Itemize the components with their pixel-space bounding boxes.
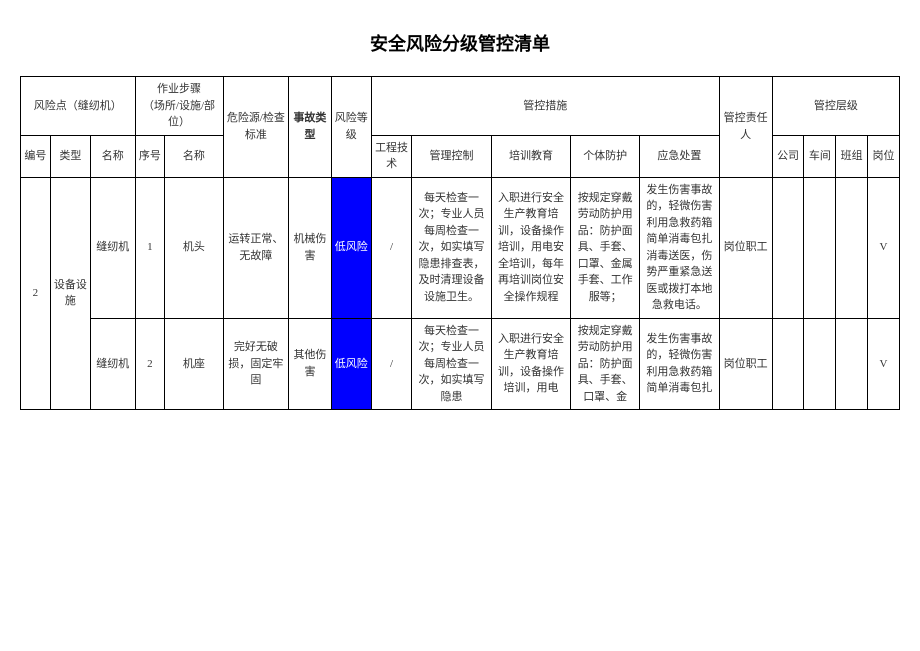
header-step-seq: 序号 bbox=[135, 135, 165, 177]
cell-hazard-std: 完好无破损，固定牢固 bbox=[223, 318, 289, 410]
cell-name: 缝纫机 bbox=[90, 318, 135, 410]
cell-engineering: / bbox=[371, 318, 411, 410]
header-mgmt-control: 管理控制 bbox=[412, 135, 492, 177]
cell-company bbox=[772, 318, 804, 410]
cell-training: 入职进行安全生产教育培训，设备操作培训，用电安全培训，每年再培训岗位安全操作规程 bbox=[491, 177, 571, 318]
header-risk-level: 风险等级 bbox=[331, 77, 371, 178]
cell-ppe: 按规定穿戴劳动防护用品：防护面具、手套、口罩、金属手套、工作服等； bbox=[571, 177, 640, 318]
cell-name: 缝纫机 bbox=[90, 177, 135, 318]
cell-step-name: 机头 bbox=[165, 177, 223, 318]
cell-workshop bbox=[804, 177, 836, 318]
cell-risk-level: 低风险 bbox=[331, 177, 371, 318]
cell-step-seq: 1 bbox=[135, 177, 165, 318]
cell-engineering: / bbox=[371, 177, 411, 318]
cell-ppe: 按规定穿戴劳动防护用品：防护面具、手套、口罩、金 bbox=[571, 318, 640, 410]
page-title: 安全风险分级管控清单 bbox=[20, 30, 900, 56]
cell-team bbox=[836, 177, 868, 318]
cell-workshop bbox=[804, 318, 836, 410]
cell-accident-type: 其他伤害 bbox=[289, 318, 331, 410]
cell-post: V bbox=[868, 177, 900, 318]
header-seq: 编号 bbox=[21, 135, 51, 177]
cell-group-type: 设备设施 bbox=[50, 177, 90, 410]
cell-step-seq: 2 bbox=[135, 318, 165, 410]
header-team: 班组 bbox=[836, 135, 868, 177]
cell-team bbox=[836, 318, 868, 410]
cell-mgmt-control: 每天检查一次；专业人员每周检查一次，如实填写隐患排查表，及时清理设备设施卫生。 bbox=[412, 177, 492, 318]
cell-post: V bbox=[868, 318, 900, 410]
cell-risk-level: 低风险 bbox=[331, 318, 371, 410]
header-risk-point: 风险点（缝纫机） bbox=[21, 77, 136, 136]
cell-accident-type: 机械伤害 bbox=[289, 177, 331, 318]
header-control-level: 管控层级 bbox=[772, 77, 899, 136]
header-control-measures: 管控措施 bbox=[371, 77, 719, 136]
header-workshop: 车间 bbox=[804, 135, 836, 177]
header-ppe: 个体防护 bbox=[571, 135, 640, 177]
cell-mgmt-control: 每天检查一次；专业人员每周检查一次，如实填写隐患 bbox=[412, 318, 492, 410]
header-engineering: 工程技术 bbox=[371, 135, 411, 177]
header-name: 名称 bbox=[90, 135, 135, 177]
header-accident-type: 事故类型 bbox=[289, 77, 331, 178]
cell-responsible: 岗位职工 bbox=[719, 177, 772, 318]
header-emergency: 应急处置 bbox=[640, 135, 720, 177]
header-company: 公司 bbox=[772, 135, 804, 177]
header-type: 类型 bbox=[50, 135, 90, 177]
table-row: 2 设备设施 缝纫机 1 机头 运转正常、无故障 机械伤害 低风险 / 每天检查… bbox=[21, 177, 900, 318]
header-post: 岗位 bbox=[868, 135, 900, 177]
header-training: 培训教育 bbox=[491, 135, 571, 177]
cell-group-seq: 2 bbox=[21, 177, 51, 410]
cell-responsible: 岗位职工 bbox=[719, 318, 772, 410]
cell-hazard-std: 运转正常、无故障 bbox=[223, 177, 289, 318]
header-hazard-std: 危险源/检查标准 bbox=[223, 77, 289, 178]
cell-company bbox=[772, 177, 804, 318]
cell-step-name: 机座 bbox=[165, 318, 223, 410]
header-step-name: 名称 bbox=[165, 135, 223, 177]
cell-emergency: 发生伤害事故的，轻微伤害利用急救药箱简单消毒包扎 bbox=[640, 318, 720, 410]
risk-table: 风险点（缝纫机） 作业步骤 （场所/设施/部位） 危险源/检查标准 事故类型 风… bbox=[20, 76, 900, 410]
table-row: 缝纫机 2 机座 完好无破损，固定牢固 其他伤害 低风险 / 每天检查一次；专业… bbox=[21, 318, 900, 410]
header-responsible: 管控责任人 bbox=[719, 77, 772, 178]
cell-training: 入职进行安全生产教育培训，设备操作培训，用电 bbox=[491, 318, 571, 410]
cell-emergency: 发生伤害事故的，轻微伤害利用急救药箱简单消毒包扎消毒送医，伤势严重紧急送医或拨打… bbox=[640, 177, 720, 318]
header-work-step: 作业步骤 （场所/设施/部位） bbox=[135, 77, 223, 136]
